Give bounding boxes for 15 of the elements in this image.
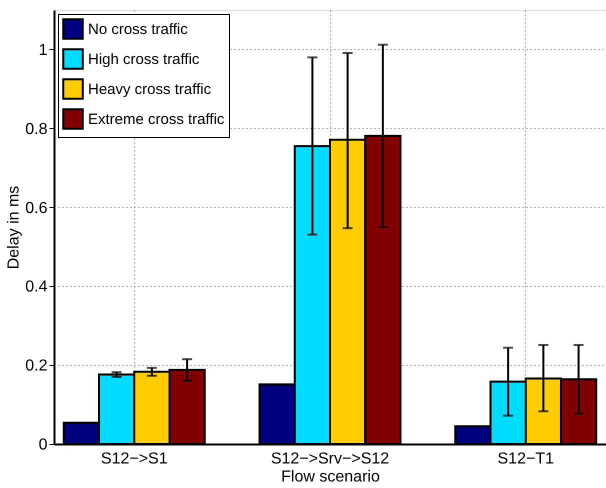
legend-label: Heavy cross traffic [88, 81, 212, 98]
legend-label: No cross traffic [88, 21, 188, 38]
x-tick-label: S12−>S1 [100, 450, 168, 468]
y-tick-label: 0.6 [25, 200, 48, 217]
x-axis-title: Flow scenario [281, 468, 380, 486]
y-tick-label: 0.2 [25, 358, 48, 375]
x-tick-label: S12−T1 [498, 450, 554, 468]
legend-label: High cross traffic [88, 51, 200, 68]
y-tick-label: 1 [38, 42, 48, 59]
legend-label: Extreme cross traffic [88, 111, 225, 128]
y-tick-label: 0.8 [25, 120, 48, 138]
y-tick-label: 0.4 [25, 278, 48, 296]
y-tick-label: 0 [38, 436, 48, 454]
x-tick-label: S12−>Srv−>S12 [270, 450, 390, 468]
y-axis-title: Delay in ms [5, 186, 22, 270]
